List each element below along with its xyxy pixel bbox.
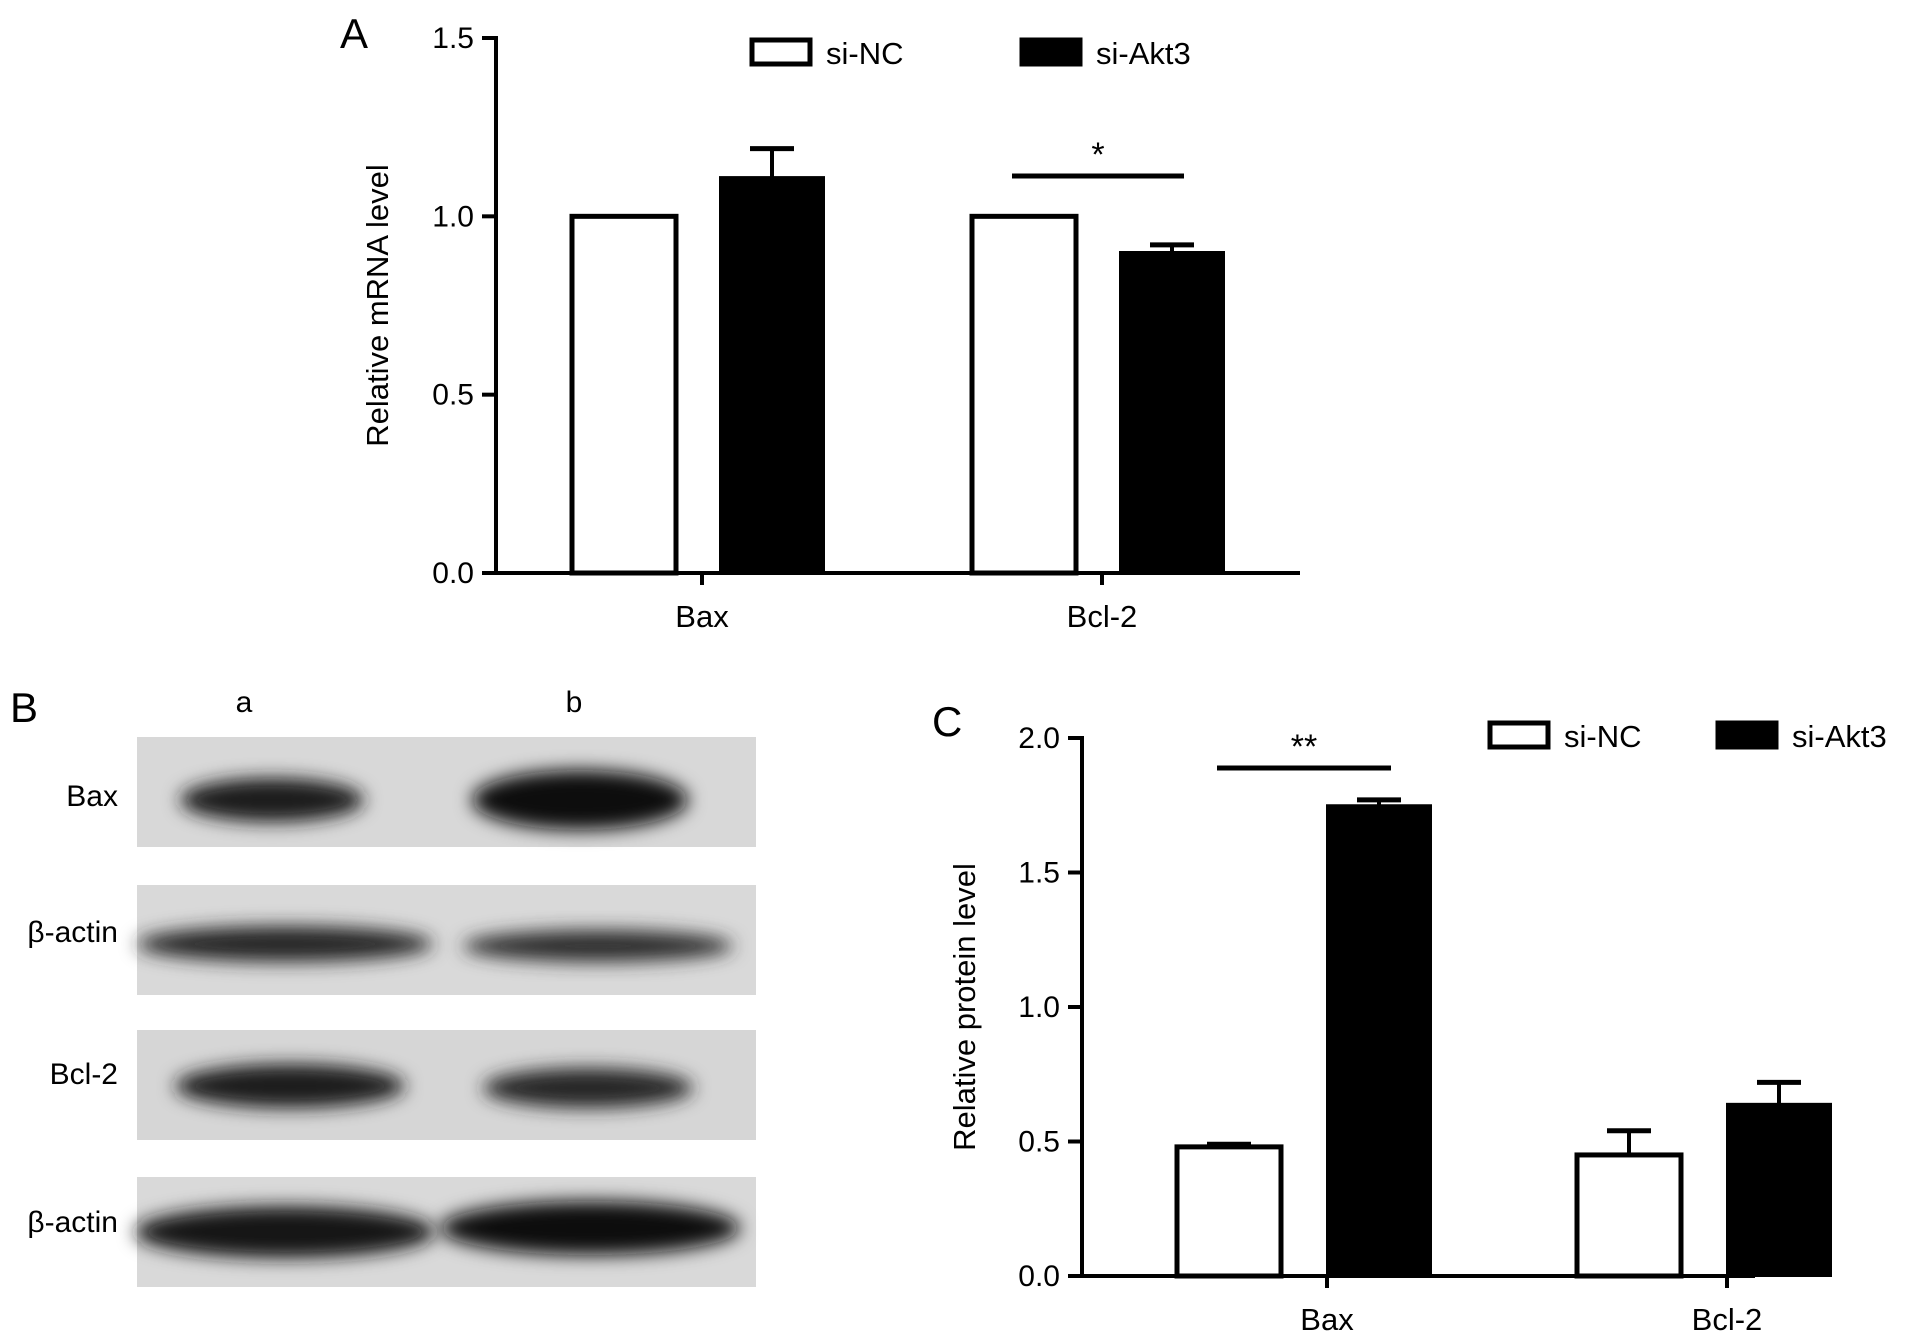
band-beta-actin-2-a [135, 1206, 435, 1258]
chart-a-y-tick-label: 0.0 [432, 557, 474, 590]
band-bax-b [472, 770, 688, 830]
blot-label-bcl2: Bcl-2 [50, 1058, 118, 1091]
chart-c-y-tick-label: 0.0 [1018, 1260, 1060, 1293]
chart-c-relative-protein: 0.0 0.5 1.0 1.5 2.0 Relative protein level Bax… [947, 719, 1887, 1332]
chart-a-y-tick-label: 1.0 [432, 200, 474, 233]
blot-label-beta-actin-1: β-actin [27, 916, 118, 949]
band-bcl2-b [483, 1068, 693, 1108]
chart-a-y-axis-title: Relative mRNA level [360, 164, 395, 447]
chart-c-y-tick-label: 0.5 [1018, 1126, 1060, 1159]
chart-a-bar-bcl2-siakt3 [1119, 251, 1225, 574]
chart-c-legend-swatch-siakt3 [1715, 720, 1779, 750]
chart-c-y-tick-label: 1.0 [1018, 991, 1060, 1024]
chart-a-legend-swatch-sinc [749, 37, 813, 67]
chart-a-bar-bcl2-sinc [969, 213, 1079, 576]
chart-c-y-tick-label: 2.0 [1018, 722, 1060, 755]
chart-a-significance-mark: * [1091, 136, 1104, 174]
chart-a-legend-label-siakt3: si-Akt3 [1096, 36, 1191, 71]
panel-c-letter: C [932, 698, 962, 745]
chart-c-legend-swatch-sinc [1487, 720, 1551, 750]
chart-a-relative-mrna: 0.0 0.5 1.0 1.5 Relative mRNA level Bax Bcl-2 *… [360, 22, 1300, 634]
band-bcl2-a [175, 1064, 405, 1108]
chart-a-y-tick-label: 0.5 [432, 379, 474, 412]
chart-a-x-tick-label: Bcl-2 [1067, 599, 1138, 634]
panel-b-letter: B [10, 684, 38, 731]
chart-a-legend-label-sinc: si-NC [826, 36, 904, 71]
lane-label-b: b [566, 686, 583, 719]
chart-c-significance-mark: ** [1291, 728, 1317, 766]
chart-c-legend-label-siakt3: si-Akt3 [1792, 719, 1887, 754]
band-beta-actin-1-a [137, 926, 433, 962]
chart-c-x-tick-label: Bax [1300, 1302, 1354, 1332]
chart-a-legend-swatch-siakt3 [1019, 37, 1083, 67]
chart-c-bar-bax-sinc [1174, 1144, 1284, 1279]
western-blot-panel: a b Bax β-actin Bcl-2 β-actin [27, 686, 756, 1287]
chart-c-y-tick-label: 1.5 [1018, 857, 1060, 890]
chart-a-y-tick-label: 1.5 [432, 22, 474, 55]
panel-a-letter: A [340, 10, 368, 57]
chart-a-x-tick-label: Bax [675, 599, 729, 634]
lane-label-a: a [236, 686, 253, 719]
chart-c-x-tick-label: Bcl-2 [1692, 1302, 1763, 1332]
chart-a-bar-bax-siakt3 [719, 176, 825, 574]
chart-c-bar-bcl2-siakt3 [1726, 1102, 1832, 1277]
chart-a-bar-bax-sinc [569, 213, 679, 576]
blot-label-beta-actin-2: β-actin [27, 1206, 118, 1239]
chart-c-legend-label-sinc: si-NC [1564, 719, 1642, 754]
chart-c-y-axis-title: Relative protein level [947, 863, 982, 1151]
chart-c-bar-bax-siakt3 [1326, 804, 1432, 1277]
chart-c-bar-bcl2-sinc [1574, 1152, 1684, 1279]
blot-label-bax: Bax [66, 780, 118, 813]
band-bax-a [180, 778, 364, 822]
band-beta-actin-1-b [463, 930, 733, 962]
band-beta-actin-2-b [440, 1201, 740, 1255]
